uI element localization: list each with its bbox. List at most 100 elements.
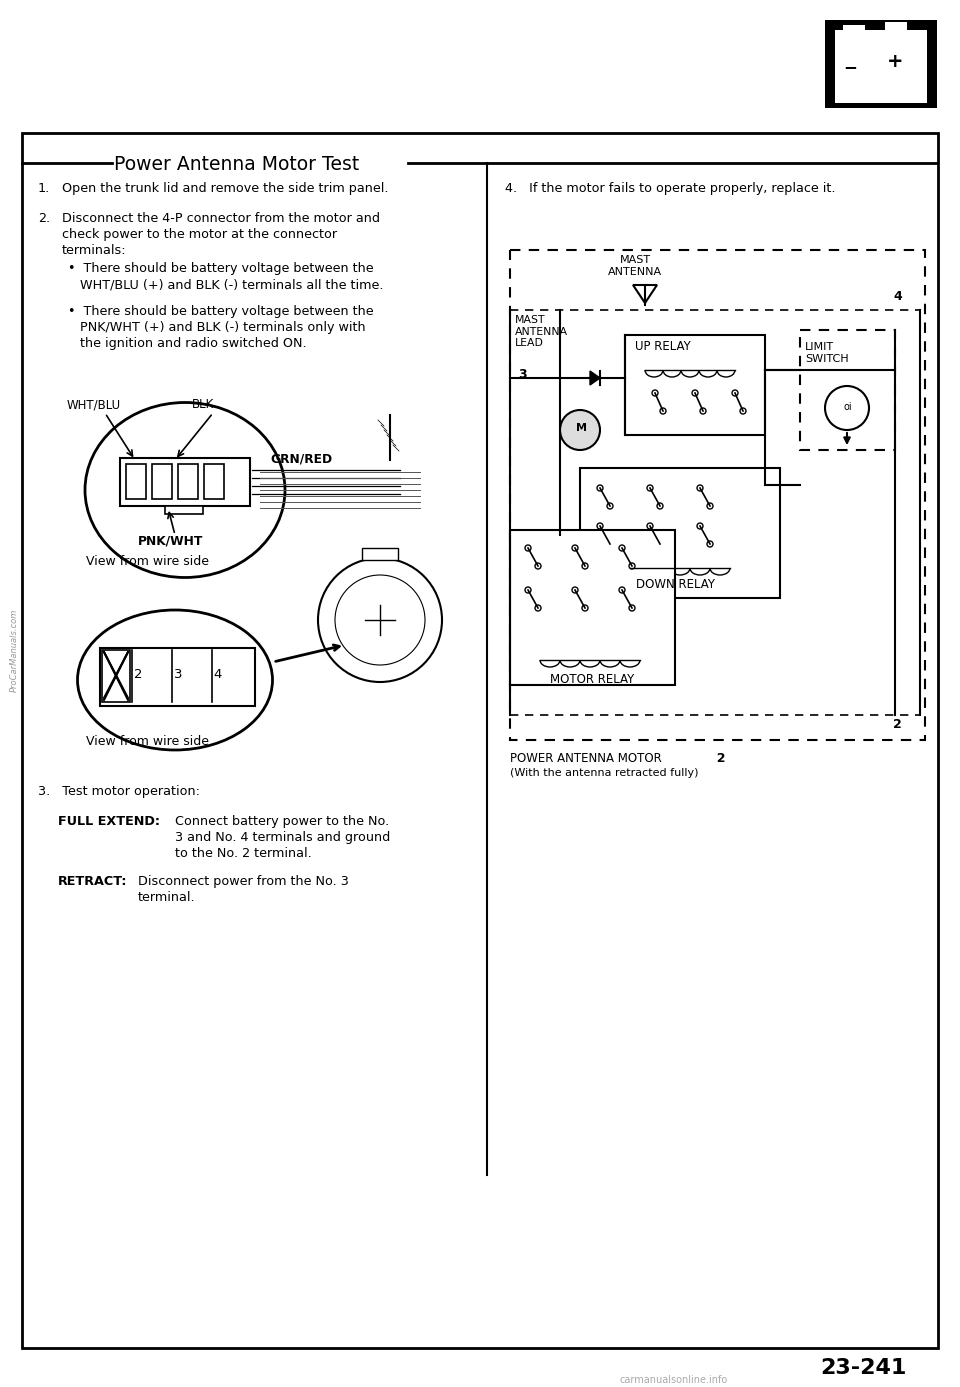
Text: 3: 3 <box>518 368 527 381</box>
Text: 2: 2 <box>708 752 726 766</box>
Text: ProCarManuals.com: ProCarManuals.com <box>10 609 18 692</box>
Text: DOWN RELAY: DOWN RELAY <box>636 578 714 591</box>
Text: Power Antenna Motor Test: Power Antenna Motor Test <box>114 155 359 173</box>
Circle shape <box>629 605 635 612</box>
Text: Open the trunk lid and remove the side trim panel.: Open the trunk lid and remove the side t… <box>62 182 389 196</box>
Text: oi: oi <box>844 402 852 412</box>
FancyBboxPatch shape <box>825 19 937 108</box>
Text: MAST
ANTENNA
LEAD: MAST ANTENNA LEAD <box>515 315 568 348</box>
Text: +: + <box>887 51 903 71</box>
Circle shape <box>535 605 541 612</box>
Text: the ignition and radio switched ON.: the ignition and radio switched ON. <box>68 337 306 350</box>
FancyBboxPatch shape <box>800 330 895 449</box>
Circle shape <box>652 390 658 397</box>
Text: Disconnect the 4-P connector from the motor and: Disconnect the 4-P connector from the mo… <box>62 212 380 225</box>
FancyBboxPatch shape <box>204 465 224 499</box>
Text: WHT/BLU: WHT/BLU <box>67 398 121 411</box>
Text: FULL EXTEND:: FULL EXTEND: <box>58 816 160 828</box>
Text: 3: 3 <box>174 669 182 681</box>
Text: View from wire side: View from wire side <box>86 555 209 569</box>
Circle shape <box>707 503 713 509</box>
Circle shape <box>607 541 613 546</box>
Text: Disconnect power from the No. 3: Disconnect power from the No. 3 <box>138 875 348 888</box>
Circle shape <box>629 563 635 569</box>
FancyBboxPatch shape <box>102 651 130 702</box>
Text: terminal.: terminal. <box>138 890 196 904</box>
FancyBboxPatch shape <box>120 458 250 506</box>
Text: M: M <box>576 423 587 433</box>
Text: to the No. 2 terminal.: to the No. 2 terminal. <box>175 847 312 860</box>
Circle shape <box>692 390 698 397</box>
Text: 23-241: 23-241 <box>820 1358 906 1379</box>
FancyBboxPatch shape <box>100 648 255 706</box>
Text: PNK/WHT: PNK/WHT <box>138 535 204 548</box>
Text: 3.   Test motor operation:: 3. Test motor operation: <box>38 785 200 798</box>
Circle shape <box>660 408 666 413</box>
Circle shape <box>619 587 625 594</box>
Text: (With the antenna retracted fully): (With the antenna retracted fully) <box>510 768 699 778</box>
Text: 1.: 1. <box>38 182 50 196</box>
Text: 4.   If the motor fails to operate properly, replace it.: 4. If the motor fails to operate properl… <box>505 182 835 196</box>
FancyBboxPatch shape <box>165 506 203 515</box>
Circle shape <box>657 503 663 509</box>
Polygon shape <box>633 284 657 302</box>
Circle shape <box>582 605 588 612</box>
Text: 3 and No. 4 terminals and ground: 3 and No. 4 terminals and ground <box>175 831 391 845</box>
Circle shape <box>657 541 663 546</box>
Text: PNK/WHT (+) and BLK (-) terminals only with: PNK/WHT (+) and BLK (-) terminals only w… <box>68 320 366 334</box>
Text: POWER ANTENNA MOTOR: POWER ANTENNA MOTOR <box>510 752 661 766</box>
Text: MAST
ANTENNA: MAST ANTENNA <box>608 255 662 276</box>
Text: LIMIT
SWITCH: LIMIT SWITCH <box>805 343 849 363</box>
Text: 4: 4 <box>214 669 222 681</box>
Text: Connect battery power to the No.: Connect battery power to the No. <box>175 816 389 828</box>
Text: MOTOR RELAY: MOTOR RELAY <box>550 673 635 687</box>
Circle shape <box>607 503 613 509</box>
Circle shape <box>619 545 625 551</box>
Text: terminals:: terminals: <box>62 244 127 257</box>
Circle shape <box>572 587 578 594</box>
FancyBboxPatch shape <box>22 133 938 1348</box>
Polygon shape <box>590 370 600 386</box>
Text: 2: 2 <box>893 718 901 731</box>
Text: •  There should be battery voltage between the: • There should be battery voltage betwee… <box>68 262 373 275</box>
Circle shape <box>535 563 541 569</box>
Text: View from wire side: View from wire side <box>86 735 209 748</box>
Circle shape <box>582 563 588 569</box>
Circle shape <box>560 411 600 449</box>
Text: 2: 2 <box>133 669 142 681</box>
Circle shape <box>525 587 531 594</box>
Circle shape <box>597 523 603 528</box>
Circle shape <box>647 523 653 528</box>
Circle shape <box>647 485 653 491</box>
Text: −: − <box>843 58 857 76</box>
FancyBboxPatch shape <box>510 530 675 685</box>
Circle shape <box>697 523 703 528</box>
Text: check power to the motor at the connector: check power to the motor at the connecto… <box>62 227 337 241</box>
FancyBboxPatch shape <box>510 250 925 741</box>
Text: 4: 4 <box>893 290 901 302</box>
Circle shape <box>525 545 531 551</box>
Text: WHT/BLU (+) and BLK (-) terminals all the time.: WHT/BLU (+) and BLK (-) terminals all th… <box>68 277 383 291</box>
Circle shape <box>572 545 578 551</box>
Circle shape <box>732 390 738 397</box>
FancyBboxPatch shape <box>126 465 146 499</box>
Text: BLK: BLK <box>192 398 214 411</box>
FancyBboxPatch shape <box>362 548 398 560</box>
Circle shape <box>740 408 746 413</box>
FancyBboxPatch shape <box>625 336 765 436</box>
Text: UP RELAY: UP RELAY <box>635 340 691 354</box>
Text: RETRACT:: RETRACT: <box>58 875 128 888</box>
Circle shape <box>707 541 713 546</box>
FancyBboxPatch shape <box>152 465 172 499</box>
Text: carmanualsonline.info: carmanualsonline.info <box>620 1375 729 1386</box>
FancyBboxPatch shape <box>835 31 927 103</box>
Text: GRN/RED: GRN/RED <box>270 452 332 465</box>
Circle shape <box>697 485 703 491</box>
Text: 2.: 2. <box>38 212 50 225</box>
FancyBboxPatch shape <box>580 467 780 598</box>
FancyBboxPatch shape <box>885 22 907 40</box>
FancyBboxPatch shape <box>843 25 865 40</box>
Text: •  There should be battery voltage between the: • There should be battery voltage betwee… <box>68 305 373 318</box>
Circle shape <box>700 408 706 413</box>
FancyBboxPatch shape <box>178 465 198 499</box>
